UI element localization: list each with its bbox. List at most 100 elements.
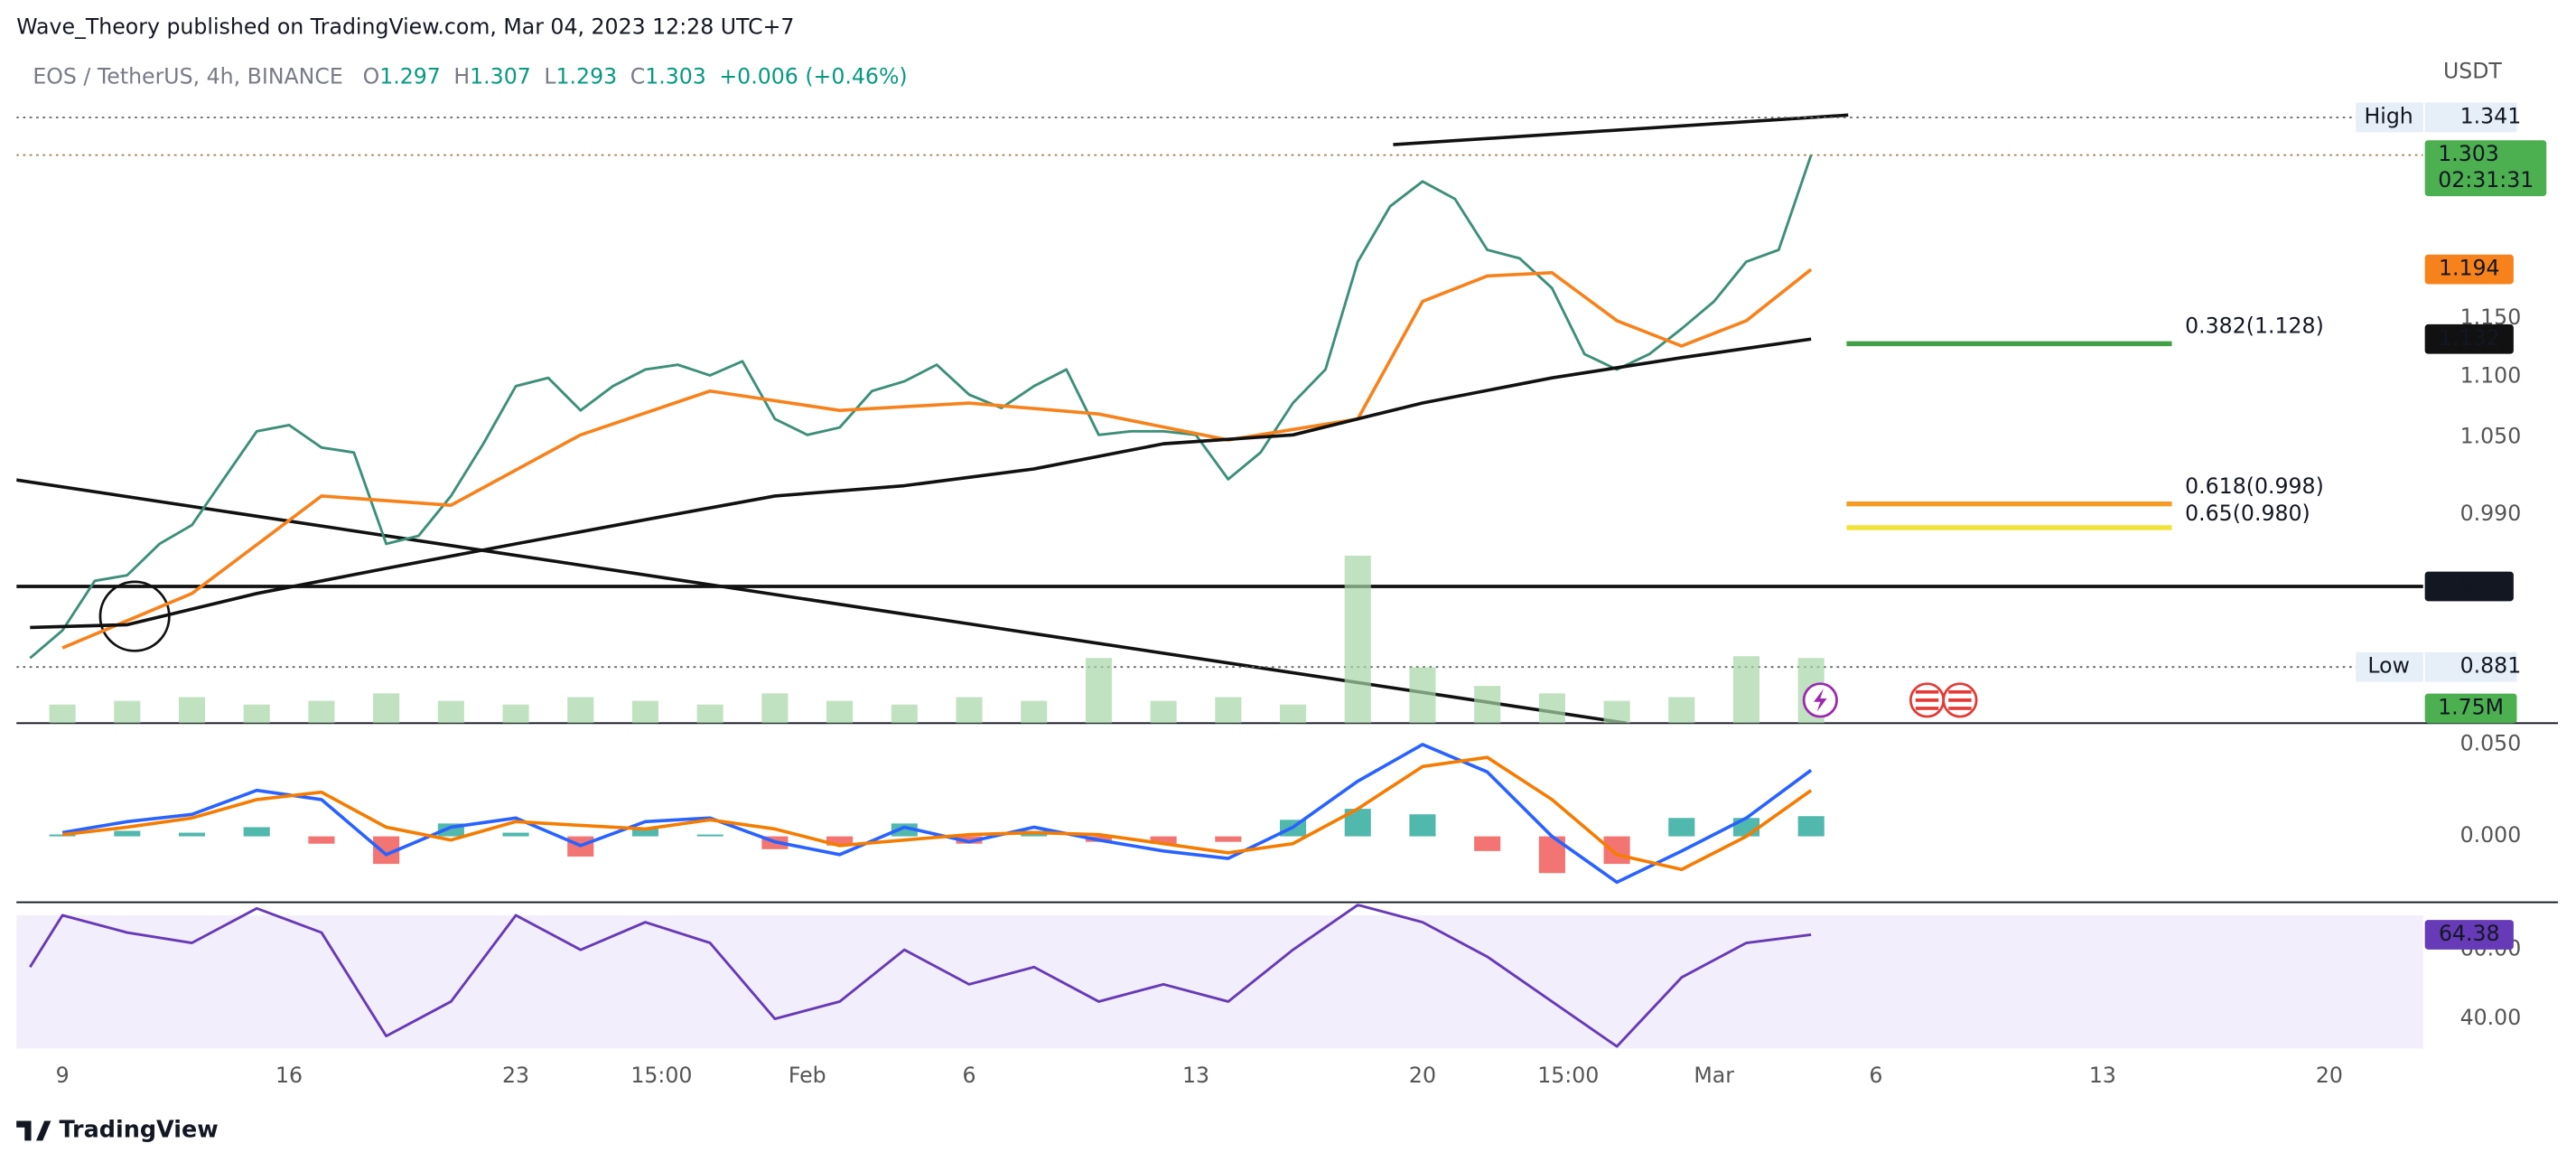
histogram-bar	[308, 836, 335, 844]
price-tag-text: 1.132	[2439, 325, 2500, 351]
price-tag	[2424, 323, 2514, 354]
ohlc-value: 1.307	[470, 63, 531, 89]
volume-tag-text: 1.75M	[2438, 694, 2504, 719]
level-label: Low	[2367, 653, 2410, 679]
level-value: 0.881	[2460, 653, 2522, 679]
histogram-bar	[1797, 816, 1825, 837]
ohlc-value: 1.303	[645, 63, 706, 89]
series-line	[61, 755, 1813, 872]
level-tag	[2356, 102, 2423, 133]
highlight-circle	[98, 580, 171, 652]
flag-stripes	[1915, 689, 1972, 710]
volume-bar	[1279, 704, 1307, 724]
x-tick-label: 13	[1182, 1063, 1209, 1088]
histogram-bar	[631, 829, 659, 837]
ohlc-value: 1.297	[379, 63, 441, 89]
volume-bar	[1409, 667, 1436, 724]
volume-bar	[631, 700, 659, 724]
price-tag-text: 0.937	[2439, 572, 2500, 597]
y-tick-label: 0.050	[2460, 730, 2522, 755]
histogram-bar	[1474, 836, 1501, 851]
volume-bar	[1150, 700, 1177, 724]
volume-bar	[308, 700, 335, 724]
series-line	[29, 904, 1812, 1048]
series-line	[61, 743, 1813, 885]
countdown: 02:31:31	[2438, 167, 2534, 192]
price-tag	[2424, 571, 2514, 602]
volume-bar	[567, 697, 594, 724]
x-tick-label: 6	[962, 1063, 975, 1088]
x-tick-label: 23	[502, 1063, 529, 1088]
volume-bar	[1215, 697, 1242, 724]
series-line	[30, 337, 1812, 630]
histogram-bar	[696, 834, 723, 837]
histogram-bar	[891, 823, 918, 837]
volume-bar	[1603, 700, 1630, 724]
x-tick-label: 9	[56, 1063, 70, 1088]
series-line	[29, 155, 1813, 660]
volume-bar	[502, 704, 529, 724]
logo-text: TradingView	[59, 1116, 218, 1143]
histogram-bar	[1215, 836, 1242, 842]
rsi-tag-text: 64.38	[2439, 921, 2500, 946]
volume-bar	[1668, 697, 1695, 724]
volume-bar	[1344, 555, 1371, 724]
x-tick-label: 15:00	[1537, 1063, 1599, 1088]
volume-bar	[437, 700, 464, 724]
y-tick-label: 1.100	[2460, 362, 2522, 388]
ohlc-key: L	[544, 63, 556, 89]
x-tick-label: 20	[1409, 1063, 1436, 1088]
volume-bar	[1538, 693, 1565, 724]
histogram-bar	[956, 836, 983, 844]
macd-pane	[49, 743, 1825, 885]
histogram-bar	[1409, 814, 1436, 837]
level-tag	[2424, 102, 2517, 133]
attribution: Wave_Theory published on TradingView.com…	[16, 14, 794, 39]
volume-bar	[696, 704, 723, 724]
y-tick-label: 0.000	[2460, 822, 2522, 848]
fib-label: 0.382(1.128)	[2185, 314, 2324, 339]
histogram-bar	[1150, 836, 1177, 844]
volume-bar	[1474, 686, 1501, 724]
y-tick-label: 1.050	[2460, 424, 2522, 449]
x-tick-label: Feb	[789, 1063, 826, 1088]
rsi-pane	[16, 904, 2423, 1049]
ohlc-key: C	[630, 63, 646, 89]
x-tick-label: 6	[1869, 1063, 1882, 1088]
price-tag	[2424, 140, 2547, 197]
histogram-bar	[178, 832, 206, 837]
volume-bar	[1085, 658, 1112, 724]
volume-bar	[178, 697, 206, 724]
ohlc-key: O	[363, 63, 380, 89]
currency: USDT	[2443, 59, 2502, 84]
volume-tag	[2424, 693, 2517, 724]
series-line	[61, 267, 1813, 650]
x-tick-label: 20	[2316, 1063, 2343, 1088]
histogram-bar	[114, 830, 141, 837]
volume-bar	[114, 700, 141, 724]
x-tick-label: Mar	[1694, 1063, 1734, 1088]
histogram-bar	[1603, 836, 1630, 865]
volume-bar	[891, 704, 918, 724]
level-tag	[2424, 651, 2517, 682]
logo: TradingView	[16, 1116, 219, 1143]
x-tick-label: 16	[275, 1063, 303, 1088]
volume-bar	[1021, 700, 1048, 724]
price-tag-text: 1.194	[2439, 256, 2500, 281]
volume-bar	[956, 697, 983, 724]
x-tick-label: 13	[2089, 1063, 2116, 1088]
price-tag	[2424, 254, 2514, 285]
histogram-bar	[502, 832, 529, 837]
lightning	[1814, 689, 1827, 712]
ohlc-key: H	[453, 63, 470, 89]
ohlc-value: 1.293	[556, 63, 618, 89]
histogram-bar	[1668, 818, 1695, 837]
logo-mark	[16, 1120, 51, 1141]
price-tag-text: 1.303	[2438, 141, 2499, 166]
x-tick-label: 15:00	[630, 1063, 692, 1088]
legend: EOS / TetherUS, 4h, BINANCE O1.297 H1.307 L…	[33, 63, 907, 89]
level-label: High	[2364, 103, 2413, 128]
y-tick-label: 40.00	[2460, 1005, 2522, 1030]
